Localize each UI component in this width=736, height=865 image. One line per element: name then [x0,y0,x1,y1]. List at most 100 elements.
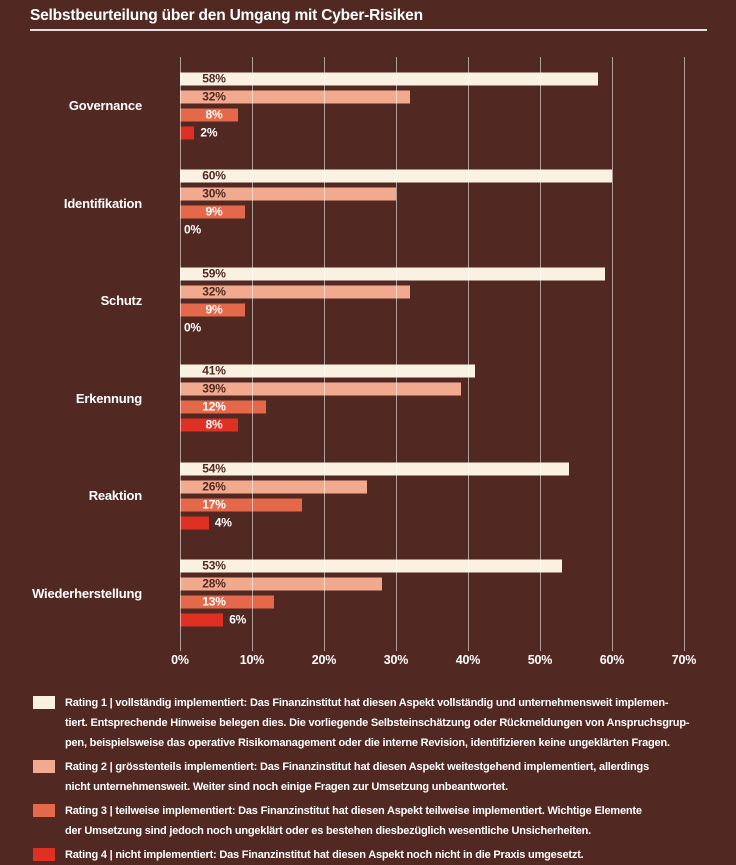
chart-row-erkennung: Erkennung 41% 39% 12% 8% [0,350,736,448]
bar-governance-rating-4 [180,126,195,140]
legend-line: pen, beispielsweise das operative Risiko… [65,737,670,749]
bar-line: 0% [180,223,704,237]
legend-swatch-rating-2 [33,760,55,773]
gridline-40 [468,57,469,642]
bar-reaktion-rating-1 [180,462,569,476]
legend-swatch-rating-3 [33,804,55,817]
bar-governance-rating-2 [180,90,411,104]
bar-value-label: 53% [202,558,226,573]
bar-value-label: 28% [202,576,226,591]
bar-value-label: 12% [202,399,226,414]
bar-value-label: 0% [184,320,201,335]
legend-line: Rating 1 | vollständig implementiert: Da… [65,697,669,709]
chart-row-reaktion: Reaktion 54% 26% 17% 4% [0,447,736,545]
bar-wiederherstellung-rating-4 [180,613,224,627]
x-tick [324,642,325,651]
x-tick [180,642,181,651]
bar-line: 28% [180,576,704,591]
bar-governance-rating-1 [180,72,598,86]
bar-value-label: 9% [205,302,223,317]
x-axis: 0% 10% 20% 30% 40% 50% 60% 70% [0,642,736,674]
bar-group: 54% 26% 17% 4% [180,462,704,530]
bar-reaktion-rating-2 [180,480,368,494]
bar-line: 54% [180,462,704,476]
chart-row-schutz: Schutz 59% 32% 9% 0% [0,252,736,350]
bar-schutz-rating-1 [180,267,605,281]
chart-title: Selbstbeurteilung über den Umgang mit Cy… [30,7,423,24]
legend-line: nicht unternehmensweit. Weiter sind noch… [65,781,508,793]
chart-legend: Rating 1 | vollständig implementiert: Da… [33,693,723,865]
bar-line: 6% [180,613,704,627]
bar-line: 30% [180,186,704,201]
bar-erkennung-rating-1 [180,364,476,378]
legend-text: Rating 3 | teilweise implementiert: Das … [65,801,642,841]
bar-value-label: 30% [202,186,226,201]
gridline-0 [180,57,181,642]
bar-group: 53% 28% 13% 6% [180,558,704,627]
bar-line: 13% [180,594,704,609]
x-tick [612,642,613,651]
bar-value-label: 4% [214,515,232,530]
bar-line: 53% [180,558,704,573]
x-tick [540,642,541,651]
gridline-20 [324,57,325,642]
category-label: Schutz [100,293,143,309]
x-tick-label: 50% [527,653,553,667]
bar-value-label: 13% [202,594,226,609]
bar-wiederherstellung-rating-1 [180,559,562,573]
bar-line: 0% [180,320,704,335]
bar-value-label: 32% [202,284,226,299]
legend-line: Rating 3 | teilweise implementiert: Das … [65,805,642,817]
legend-text: Rating 4 | nicht implementiert: Das Fina… [65,845,584,865]
category-label: Erkennung [75,390,142,406]
bar-value-label: 60% [202,168,226,183]
bar-reaktion-rating-3 [180,498,303,512]
bar-line: 39% [180,381,704,396]
x-tick-label: 40% [455,653,481,667]
x-tick-label: 0% [171,653,189,667]
bar-wiederherstellung-rating-2 [180,577,382,591]
bar-group: 60% 30% 9% 0% [180,168,704,237]
chart-row-wiederherstellung: Wiederherstellung 53% 28% 13% 6% [0,545,736,643]
bar-value-label: 9% [205,204,223,219]
bar-group: 41% 39% 12% 8% [180,363,704,432]
bar-value-label: 8% [205,417,223,432]
legend-line: Rating 4 | nicht implementiert: Das Fina… [65,849,584,861]
x-tick [396,642,397,651]
bar-value-label: 59% [202,266,226,281]
bar-line: 41% [180,363,704,378]
gridline-50 [540,57,541,642]
legend-item-rating-4: Rating 4 | nicht implementiert: Das Fina… [33,845,723,865]
plot-area: Governance 58% 32% 8% 2% Identifikation 60% 30%… [0,57,736,642]
bar-line: 12% [180,399,704,414]
category-label: Governance [68,98,142,114]
bar-schutz-rating-3 [180,303,245,317]
bar-erkennung-rating-2 [180,382,461,396]
legend-item-rating-1: Rating 1 | vollständig implementiert: Da… [33,693,723,753]
gridline-70 [684,57,685,642]
bar-line: 59% [180,266,704,281]
gridline-10 [252,57,253,642]
bar-line: 60% [180,168,704,183]
bar-wiederherstellung-rating-3 [180,595,274,609]
bar-value-label: 39% [202,381,226,396]
category-label: Reaktion [88,488,143,504]
bar-value-label: 2% [200,125,218,140]
x-tick [252,642,253,651]
bar-group: 58% 32% 8% 2% [180,72,704,140]
gridline-30 [396,57,397,642]
bar-line: 4% [180,515,704,530]
bar-value-label: 41% [202,363,226,378]
bar-line: 8% [180,417,704,432]
legend-item-rating-2: Rating 2 | grösstenteils implementiert: … [33,757,723,797]
bar-line: 9% [180,302,704,317]
gridline-60 [612,57,613,642]
bar-line: 32% [180,90,704,104]
title-underline [30,29,707,31]
legend-line: tiert. Entsprechende Hinweise belegen di… [65,717,690,729]
bar-line: 32% [180,284,704,299]
legend-swatch-rating-1 [33,696,55,709]
legend-line: der Umsetzung sind jedoch noch ungeklärt… [65,825,592,837]
legend-line: Rating 2 | grösstenteils implementiert: … [65,761,649,773]
bar-value-label: 26% [202,479,226,494]
